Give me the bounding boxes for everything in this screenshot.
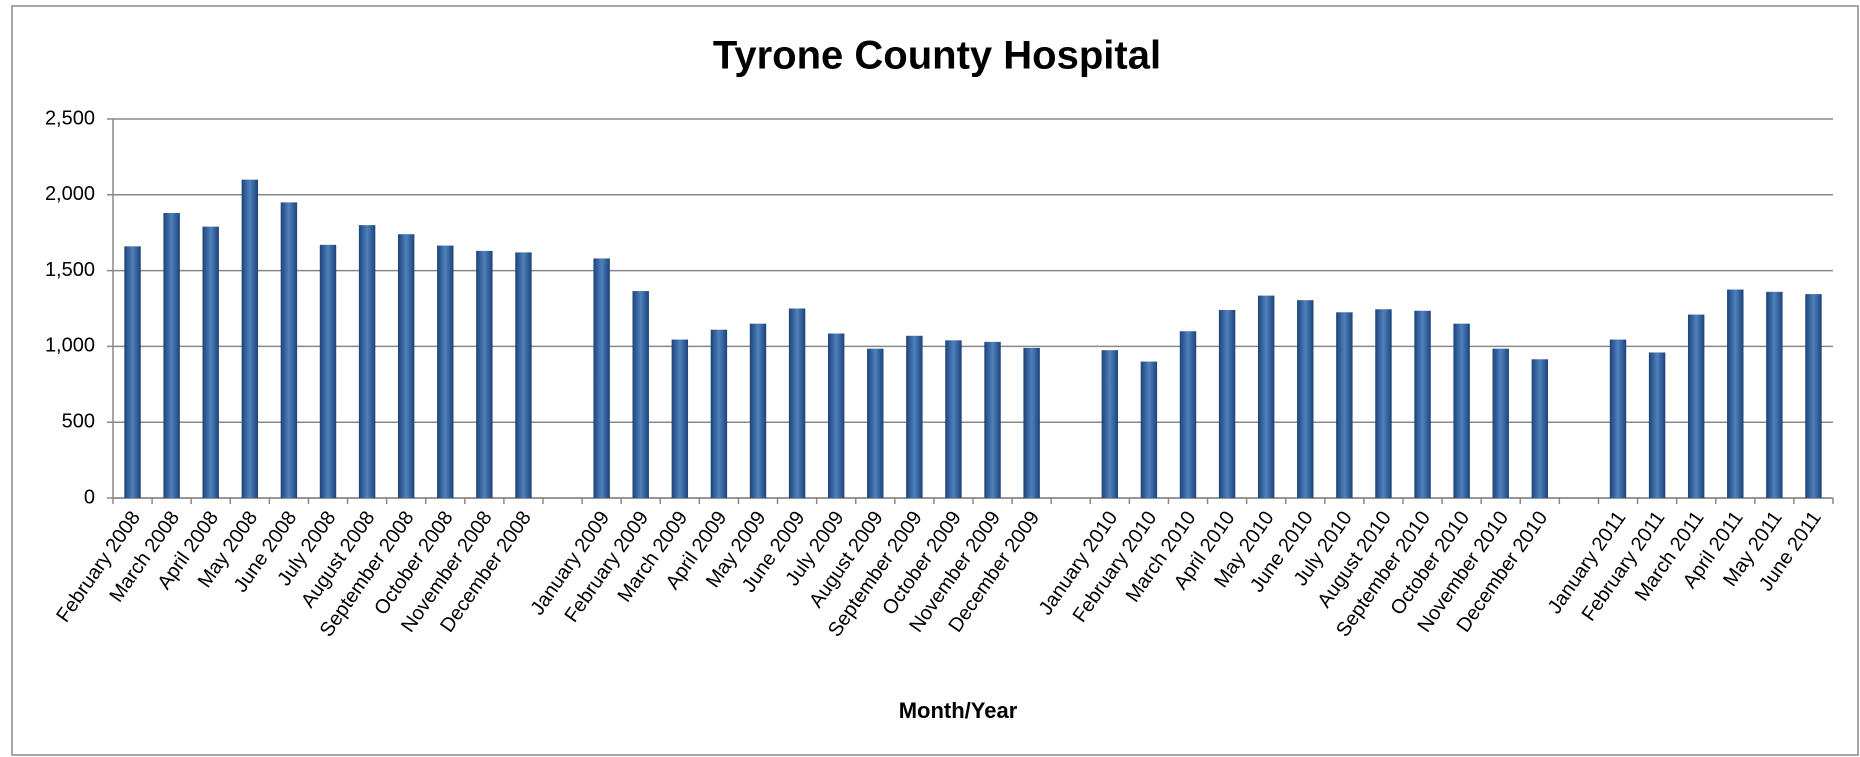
- bar: [671, 339, 689, 498]
- bar: [749, 323, 767, 498]
- bar: [710, 329, 728, 498]
- bar: [945, 340, 962, 498]
- y-tick-label: 1,000: [45, 335, 95, 357]
- y-tick-label: 2,000: [45, 183, 95, 205]
- bar: [1687, 314, 1705, 498]
- bar: [1218, 310, 1236, 498]
- bar: [1023, 347, 1040, 498]
- bar: [1609, 339, 1627, 498]
- bar: [1297, 300, 1314, 498]
- bar: [1766, 291, 1783, 498]
- bar: [906, 335, 923, 498]
- bar: [437, 245, 454, 498]
- bar: [515, 252, 532, 498]
- bar: [984, 341, 1001, 498]
- bar: [867, 348, 884, 498]
- bar: [319, 244, 337, 498]
- bar: [1179, 331, 1197, 498]
- bar: [1805, 294, 1822, 498]
- bar: [476, 250, 493, 498]
- x-axis-title: Month/Year: [899, 698, 1018, 723]
- y-tick-label: 0: [84, 486, 95, 508]
- bar: [280, 202, 298, 498]
- bar: [593, 258, 610, 498]
- bar: [632, 291, 649, 498]
- bar: [124, 246, 141, 498]
- bar: [1414, 310, 1431, 498]
- bar: [163, 212, 180, 498]
- bar: [1531, 359, 1549, 498]
- bar: [1336, 312, 1353, 498]
- y-tick-label: 1,500: [45, 259, 95, 281]
- bar: [1257, 295, 1275, 498]
- bar: [1140, 361, 1158, 498]
- bar: [788, 308, 806, 498]
- bar: [241, 179, 259, 498]
- bar: [1648, 352, 1666, 498]
- bar: [1101, 350, 1119, 498]
- y-tick-label: 500: [62, 410, 95, 432]
- bar: [397, 234, 415, 498]
- bar: [202, 226, 219, 499]
- bar: [1375, 309, 1392, 498]
- chart-border: [11, 5, 1859, 756]
- bar: [1492, 348, 1509, 498]
- bar: [1727, 289, 1744, 498]
- bar: [827, 333, 845, 498]
- y-tick-label: 2,500: [45, 107, 95, 129]
- bar: [358, 225, 376, 498]
- bar: [1453, 323, 1470, 498]
- chart-title: Tyrone County Hospital: [713, 34, 1161, 78]
